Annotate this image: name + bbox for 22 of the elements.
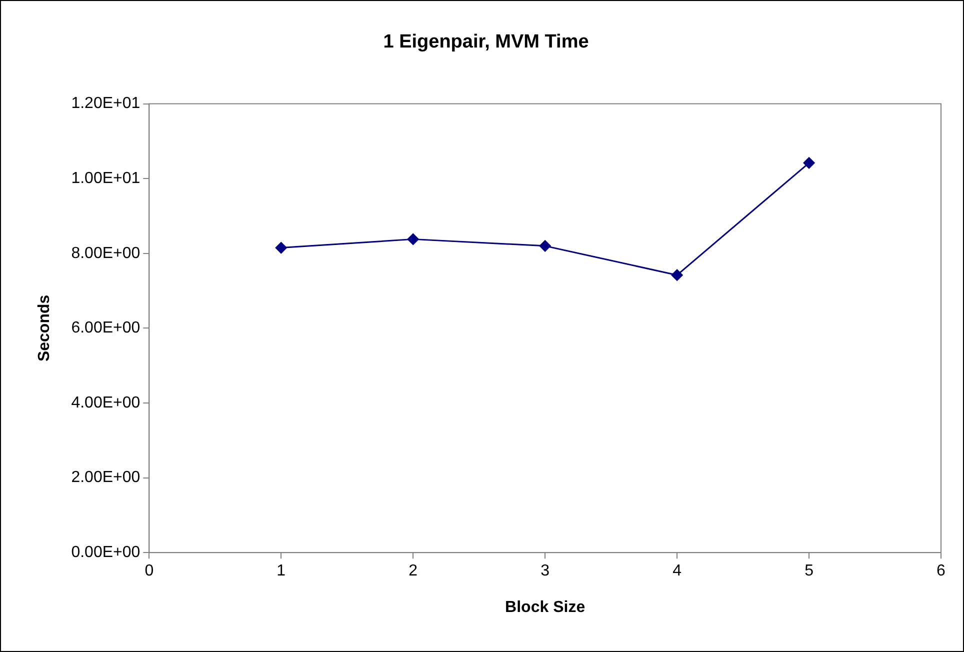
x-tick-label: 3 <box>540 562 550 580</box>
y-tick-label: 1.00E+01 <box>71 170 140 188</box>
x-tick-label: 6 <box>936 562 946 580</box>
y-tick-label: 6.00E+00 <box>71 320 140 337</box>
y-axis-title: Seconds <box>36 294 54 362</box>
x-tick-label: 5 <box>804 562 814 580</box>
point <box>275 242 287 254</box>
x-tick-label: 4 <box>672 562 682 580</box>
y-tick-label: 1.20E+01 <box>71 95 140 112</box>
x-tick-label: 2 <box>408 562 418 580</box>
x-tick-label: 1 <box>276 562 286 580</box>
point <box>803 157 815 169</box>
point <box>539 240 551 252</box>
y-tick-label: 2.00E+00 <box>71 469 140 486</box>
y-tick-label: 0.00E+00 <box>71 544 140 562</box>
point <box>407 233 419 245</box>
x-axis-title: Block Size <box>505 598 586 616</box>
y-tick-label: 4.00E+00 <box>71 394 140 412</box>
y-tick-label: 8.00E+00 <box>71 244 140 262</box>
chart-title: 1 Eigenpair, MVM Time <box>383 32 589 53</box>
point <box>671 269 683 281</box>
x-tick-label: 0 <box>144 562 154 580</box>
